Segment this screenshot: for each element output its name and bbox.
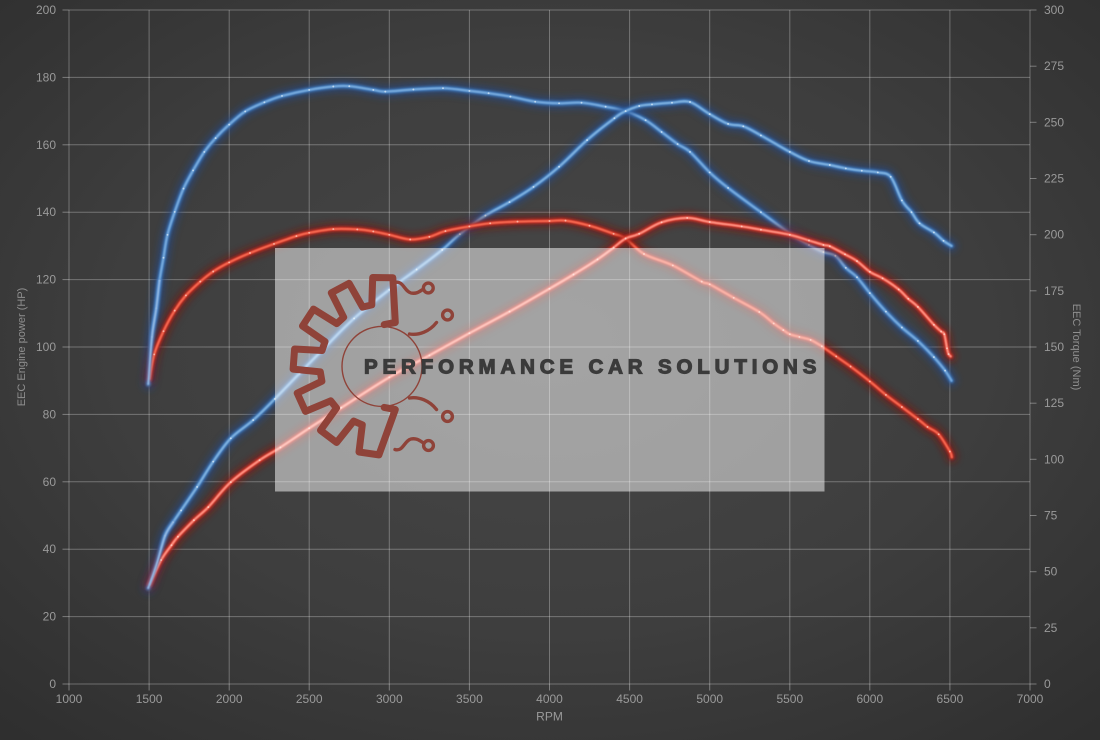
svg-text:5000: 5000 [696,692,723,706]
svg-text:0: 0 [1044,677,1051,691]
svg-text:2000: 2000 [216,692,243,706]
svg-text:175: 175 [1044,284,1064,298]
svg-text:200: 200 [1044,228,1064,242]
svg-text:150: 150 [1044,340,1064,354]
svg-text:75: 75 [1044,509,1058,523]
svg-text:60: 60 [43,475,57,489]
svg-text:4500: 4500 [616,692,643,706]
svg-text:1000: 1000 [56,692,83,706]
svg-text:RPM: RPM [536,710,563,724]
svg-text:25: 25 [1044,621,1058,635]
svg-text:3000: 3000 [376,692,403,706]
svg-text:6000: 6000 [856,692,883,706]
svg-text:EEC Engine power (HP): EEC Engine power (HP) [16,288,28,407]
svg-text:40: 40 [43,542,57,556]
svg-text:180: 180 [36,70,56,84]
svg-text:275: 275 [1044,59,1064,73]
svg-text:3500: 3500 [456,692,483,706]
svg-text:0: 0 [49,677,56,691]
svg-text:80: 80 [43,407,57,421]
svg-text:125: 125 [1044,396,1064,410]
svg-text:225: 225 [1044,172,1064,186]
svg-text:300: 300 [1044,3,1064,17]
svg-text:PERFORMANCE CAR SOLUTIONS: PERFORMANCE CAR SOLUTIONS [364,355,821,378]
svg-text:4000: 4000 [536,692,563,706]
svg-text:1500: 1500 [136,692,163,706]
svg-text:EEC Torque (Nm): EEC Torque (Nm) [1070,304,1082,391]
svg-text:6500: 6500 [937,692,964,706]
svg-text:200: 200 [36,3,56,17]
svg-text:250: 250 [1044,115,1064,129]
svg-text:7000: 7000 [1017,692,1044,706]
svg-text:160: 160 [36,138,56,152]
svg-text:50: 50 [1044,565,1058,579]
svg-text:140: 140 [36,205,56,219]
svg-text:20: 20 [43,610,57,624]
svg-text:100: 100 [36,340,56,354]
svg-text:5500: 5500 [776,692,803,706]
svg-text:100: 100 [1044,452,1064,466]
svg-text:2500: 2500 [296,692,323,706]
svg-text:120: 120 [36,273,56,287]
